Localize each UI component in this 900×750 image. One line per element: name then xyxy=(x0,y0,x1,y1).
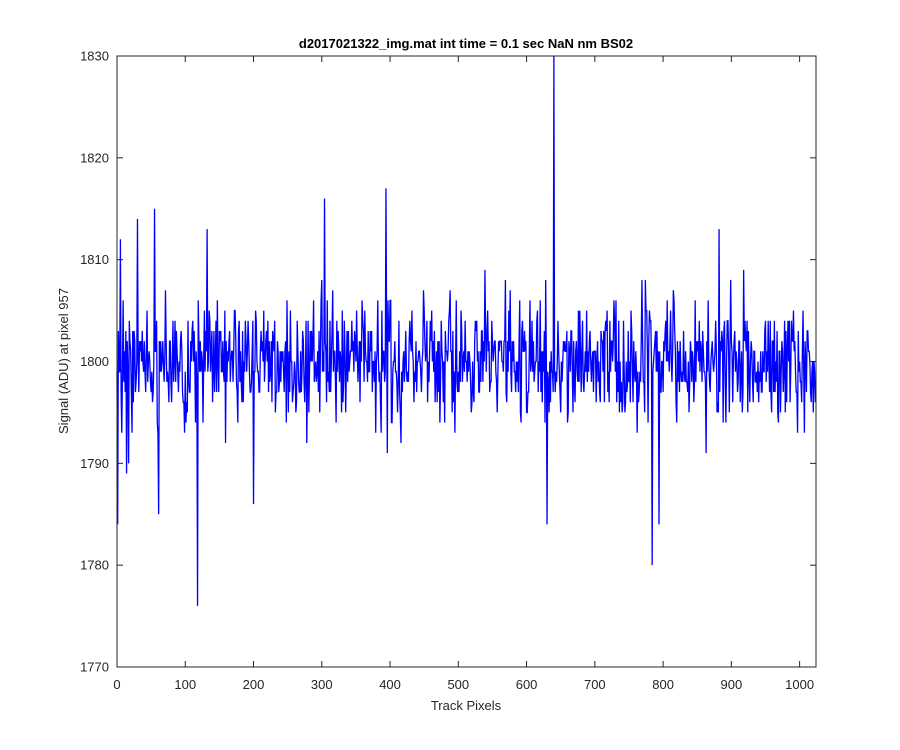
y-axis-title: Signal (ADU) at pixel 957 xyxy=(56,288,71,434)
x-tick-label: 0 xyxy=(113,677,120,692)
x-tick-label: 500 xyxy=(447,677,469,692)
y-tick-label: 1820 xyxy=(80,150,109,165)
chart-title: d2017021322_img.mat int time = 0.1 sec N… xyxy=(299,36,633,51)
y-tick-label: 1830 xyxy=(80,49,109,64)
x-tick-label: 200 xyxy=(243,677,265,692)
x-tick-label: 1000 xyxy=(785,677,814,692)
y-tick-label: 1800 xyxy=(80,354,109,369)
x-tick-label: 800 xyxy=(652,677,674,692)
x-tick-label: 300 xyxy=(311,677,333,692)
x-axis-tick-labels: 0 100 200 300 400 500 600 700 800 900 1000 xyxy=(113,677,814,692)
x-tick-label: 700 xyxy=(584,677,606,692)
series-line xyxy=(116,55,816,606)
x-axis-title: Track Pixels xyxy=(431,698,502,713)
x-tick-label: 900 xyxy=(721,677,743,692)
x-tick-label: 400 xyxy=(379,677,401,692)
y-tick-label: 1780 xyxy=(80,558,109,573)
y-tick-label: 1770 xyxy=(80,660,109,675)
y-tick-label: 1810 xyxy=(80,252,109,267)
x-tick-label: 600 xyxy=(516,677,538,692)
y-axis-ticks xyxy=(117,55,816,668)
x-axis-ticks xyxy=(116,56,801,667)
y-axis-tick-labels: 1770 1780 1790 1800 1810 1820 1830 xyxy=(80,49,109,675)
plot-data-layer xyxy=(116,55,816,606)
x-tick-label: 100 xyxy=(174,677,196,692)
y-tick-label: 1790 xyxy=(80,456,109,471)
